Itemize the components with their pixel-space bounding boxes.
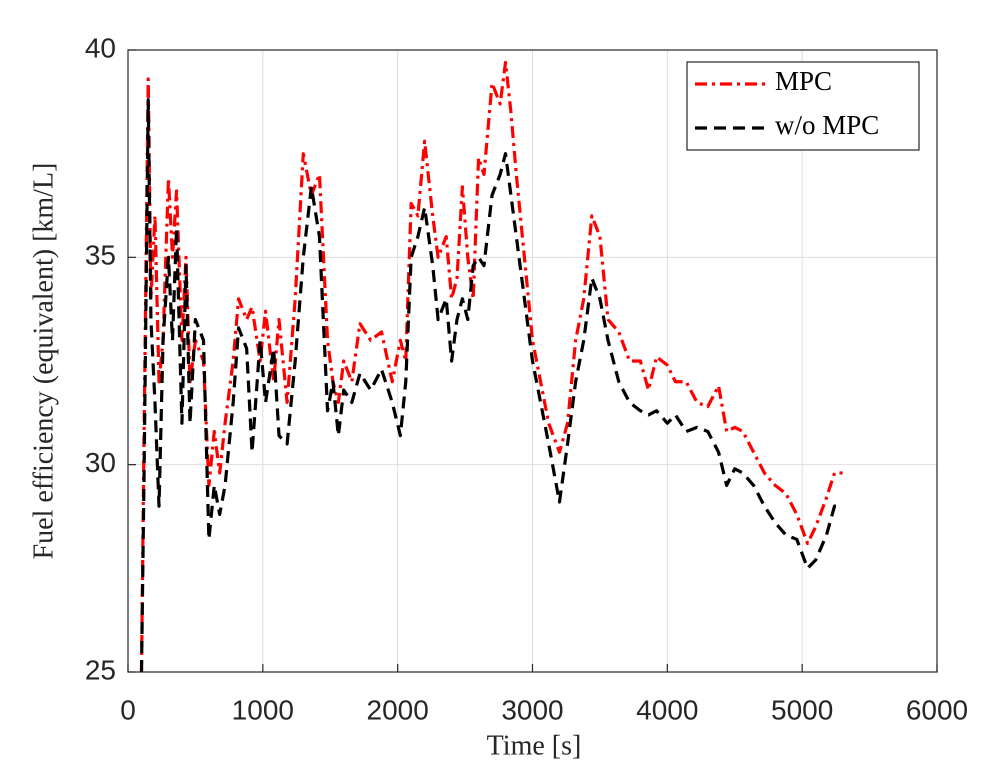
y-tick-label: 35	[85, 240, 116, 271]
ticks: 0 1000 2000 3000 4000 5000 6000 25 30 35 40	[85, 32, 968, 725]
series-line	[139, 60, 843, 672]
y-axis-label: Fuel efficiency (equivalent) [km/L]	[28, 163, 59, 560]
legend-label: w/o MPC	[775, 110, 879, 140]
x-tick-label: 5000	[771, 694, 833, 725]
legend: MPC w/o MPC	[686, 61, 920, 151]
x-tick-label: 3000	[501, 694, 563, 725]
lines	[139, 60, 843, 672]
x-axis-label: Time [s]	[487, 730, 582, 761]
legend-label: MPC	[775, 66, 832, 96]
x-tick-label: 2000	[367, 694, 429, 725]
y-tick-label: 40	[85, 32, 116, 63]
x-tick-label: 1000	[232, 694, 294, 725]
x-tick-label: 0	[120, 694, 136, 725]
legend-box	[686, 61, 920, 151]
x-tick-label: 6000	[906, 694, 968, 725]
y-tick-label: 25	[85, 654, 116, 685]
series-line	[139, 98, 843, 672]
y-tick-label: 30	[85, 447, 116, 478]
x-tick-label: 4000	[636, 694, 698, 725]
